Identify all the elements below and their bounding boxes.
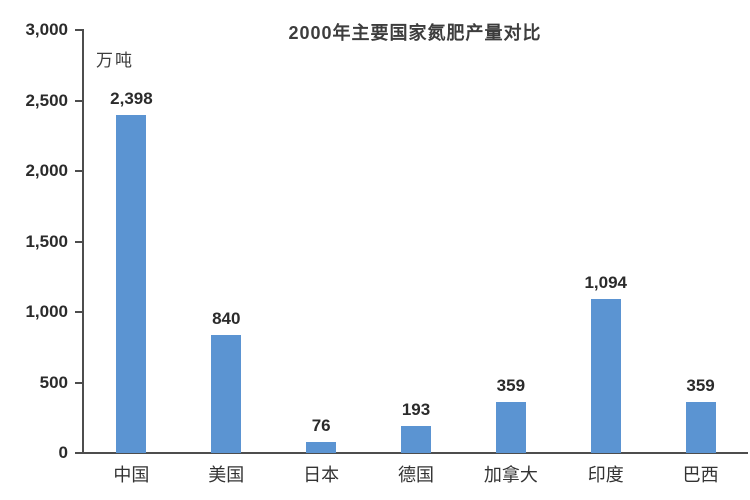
bar-column: 193 <box>369 30 464 453</box>
bar-value-label: 359 <box>686 376 715 395</box>
y-axis-tick-label: 2,000 <box>25 161 68 180</box>
bar <box>116 115 147 453</box>
bar <box>211 335 242 453</box>
y-axis-tick <box>75 99 83 102</box>
bar-column: 76 <box>274 30 369 453</box>
bar-column: 1,094 <box>558 30 653 453</box>
bar-column: 840 <box>179 30 274 453</box>
bar-column: 359 <box>653 30 748 453</box>
category-label: 德国 <box>398 465 434 485</box>
category-label: 中国 <box>113 465 150 485</box>
category-label: 加拿大 <box>483 465 538 485</box>
y-axis-tick-label: 500 <box>39 372 68 392</box>
bar-value-label: 359 <box>496 376 526 395</box>
chart-title: 2000年主要国家氮肥产量对比 <box>288 23 542 43</box>
bar <box>495 402 526 453</box>
y-axis-tick <box>75 170 83 172</box>
y-axis-tick <box>75 381 83 384</box>
bar-value-label: 1,094 <box>584 273 627 292</box>
bar-value-label: 840 <box>212 309 241 328</box>
y-axis-tick-label: 1,500 <box>25 231 68 251</box>
bar <box>590 299 621 453</box>
bar <box>306 442 337 453</box>
bar-value-label: 2,398 <box>110 89 153 108</box>
y-axis-tick <box>75 311 83 313</box>
y-axis-line <box>82 29 84 454</box>
bar-value-label: 76 <box>311 416 331 435</box>
y-axis-tick <box>75 240 83 243</box>
y-axis-tick <box>75 29 83 31</box>
y-axis-tick-label: 1,000 <box>25 302 68 321</box>
y-axis-tick-label: 0 <box>58 443 68 462</box>
x-axis-labels: 中国 美国 日本 德国 加拿大 印度 巴西 <box>84 461 748 487</box>
plot-area: 2,398 840 76 193 359 1,094 359 <box>84 30 748 453</box>
y-axis-unit-label: 万吨 <box>96 51 134 70</box>
category-label: 日本 <box>303 465 340 485</box>
y-axis-tick <box>75 452 83 454</box>
bar <box>401 426 431 453</box>
x-axis-line <box>82 452 748 454</box>
bar-column: 359 <box>463 30 558 453</box>
bar-column: 2,398 <box>84 30 179 453</box>
category-label: 美国 <box>208 465 245 485</box>
bar-value-label: 193 <box>401 400 431 419</box>
y-axis-tick-label: 2,500 <box>25 90 68 110</box>
category-label: 巴西 <box>682 465 719 485</box>
category-label: 印度 <box>587 465 624 485</box>
y-axis-tick-label: 3,000 <box>25 20 68 39</box>
bar <box>685 402 716 453</box>
